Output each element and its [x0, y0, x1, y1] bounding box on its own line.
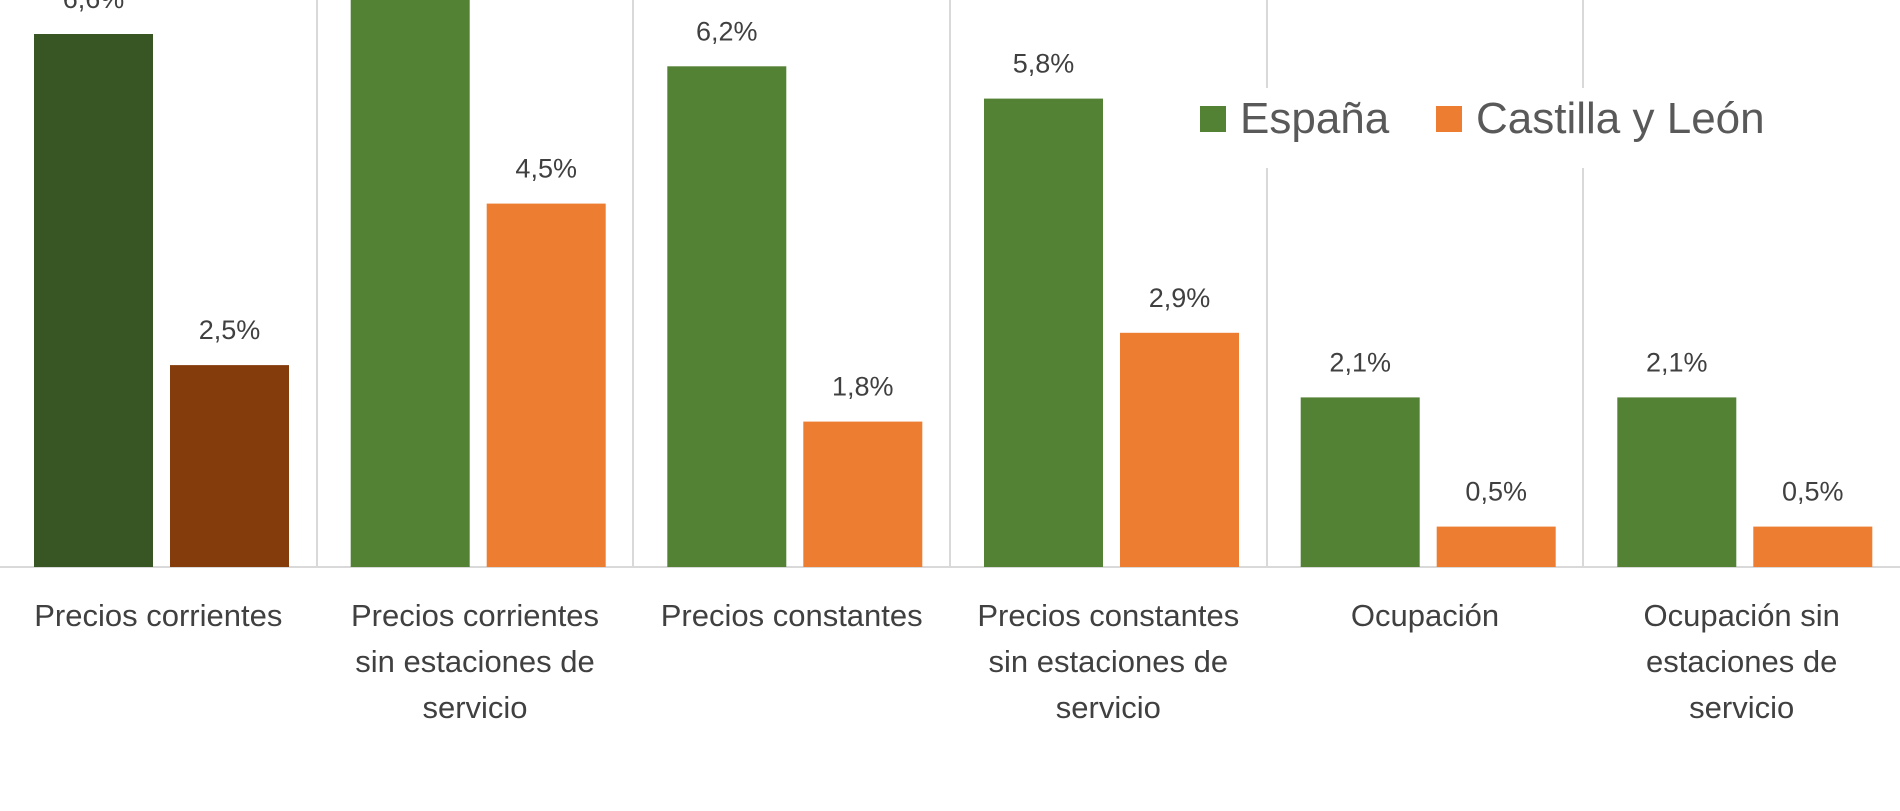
data-labels: 6,6%7,2%6,2%5,8%2,1%2,1%2,5%4,5%1,8%2,9%…	[63, 0, 1844, 507]
x-tick-label-line: servicio	[1689, 690, 1794, 725]
x-axis-tick-labels: Precios corrientes Precios corrientes sin …	[34, 598, 1840, 725]
x-tick-label-3: Precios constantes sin estaciones de servi…	[977, 598, 1239, 725]
bar-castilla-3	[1120, 332, 1239, 567]
bar-castilla-4	[1436, 526, 1556, 567]
data-label-castilla-1: 4,5%	[515, 154, 577, 184]
x-tick-label-line: Ocupación sin	[1643, 598, 1839, 633]
bar-espana-0	[34, 34, 153, 567]
x-tick-label-line: Precios corrientes	[351, 598, 599, 633]
x-tick-label-0: Precios corrientes	[34, 598, 282, 633]
x-tick-label-line: Ocupación	[1351, 598, 1499, 633]
data-label-espana-5: 2,1%	[1646, 347, 1708, 377]
legend-label-espana: España	[1240, 94, 1390, 143]
bar-espana-1	[350, 0, 470, 567]
bar-espana-2	[667, 66, 787, 568]
data-label-castilla-5: 0,5%	[1782, 477, 1844, 507]
x-tick-label-line: sin estaciones de	[989, 644, 1229, 679]
legend: España Castilla y León	[1180, 88, 1770, 168]
x-tick-label-line: estaciones de	[1646, 644, 1837, 679]
bars	[34, 0, 1873, 568]
x-tick-label-line: Precios constantes	[661, 598, 923, 633]
bar-espana-4	[1300, 397, 1420, 567]
bar-castilla-1	[486, 203, 606, 567]
data-label-espana-4: 2,1%	[1329, 347, 1391, 377]
x-tick-label-line: Precios corrientes	[34, 598, 282, 633]
data-label-castilla-2: 1,8%	[832, 372, 894, 402]
bar-espana-5	[1617, 397, 1737, 567]
bar-castilla-0	[170, 365, 289, 567]
bar-castilla-2	[803, 421, 923, 567]
data-label-espana-0: 6,6%	[63, 0, 125, 14]
x-tick-label-line: Precios constantes	[977, 598, 1239, 633]
data-label-castilla-0: 2,5%	[199, 315, 261, 345]
x-tick-label-5: Ocupación sin estaciones de servicio	[1643, 598, 1839, 725]
legend-label-castilla: Castilla y León	[1476, 94, 1765, 143]
data-label-espana-2: 6,2%	[696, 16, 758, 46]
data-label-espana-3: 5,8%	[1013, 49, 1075, 79]
data-label-castilla-4: 0,5%	[1465, 477, 1527, 507]
x-tick-label-2: Precios constantes	[661, 598, 923, 633]
legend-background	[1180, 88, 1770, 168]
x-tick-label-line: servicio	[1056, 690, 1161, 725]
legend-swatch-espana	[1200, 106, 1226, 132]
bar-castilla-5	[1753, 526, 1873, 567]
bar-espana-3	[984, 98, 1103, 567]
x-tick-label-line: servicio	[422, 690, 527, 725]
legend-swatch-castilla	[1436, 106, 1462, 132]
data-label-castilla-3: 2,9%	[1149, 283, 1211, 313]
x-tick-label-4: Ocupación	[1351, 598, 1499, 633]
x-tick-label-line: sin estaciones de	[355, 644, 595, 679]
x-tick-label-1: Precios corrientes sin estaciones de servi…	[351, 598, 599, 725]
